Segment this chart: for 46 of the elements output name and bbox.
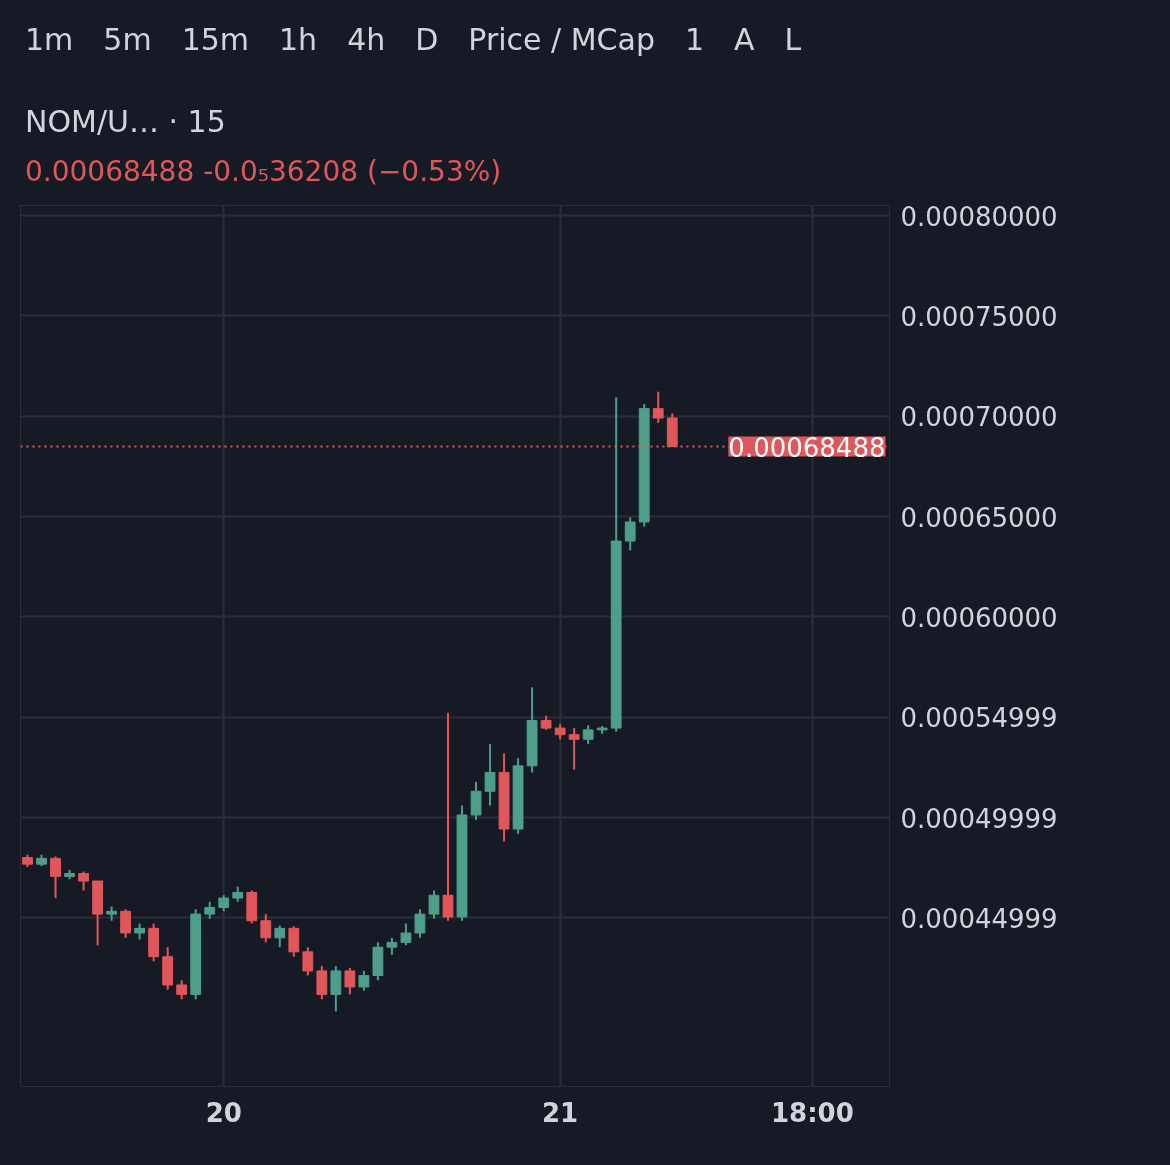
candlestick	[316, 965, 328, 1001]
candlestick	[568, 727, 580, 771]
text: A	[734, 22, 755, 57]
text: 1m	[25, 22, 74, 57]
x-tick-label: 21	[542, 1097, 579, 1128]
candlestick	[260, 913, 272, 944]
y-tick-label: 0.00080000	[900, 201, 1058, 232]
candlestick	[120, 908, 132, 939]
candlestick	[330, 965, 342, 1013]
y-tick-label: 0.00049999	[900, 803, 1058, 834]
y-tick-label: 0.00070000	[900, 402, 1058, 433]
chart-subtitle: 0.00068488 -0.0₅36208 (−0.53%)	[5, 149, 1135, 194]
text: 1h	[279, 22, 318, 57]
candlestick	[428, 889, 440, 920]
candlestick	[288, 925, 300, 958]
candlestick	[582, 724, 594, 745]
candlestick	[470, 780, 482, 821]
candlestick	[274, 924, 286, 949]
candlestick	[414, 908, 426, 939]
y-tick-label: 0.00065000	[900, 502, 1058, 533]
candlestick	[176, 979, 188, 1001]
candlestick	[358, 969, 370, 992]
candlestick	[302, 946, 314, 977]
candlestick	[484, 742, 496, 807]
candlestick	[624, 516, 636, 552]
candlestick	[652, 390, 664, 424]
candlestick	[78, 870, 89, 892]
chart-title: NOM/U… · 15	[5, 95, 1135, 150]
candlestick	[344, 966, 356, 996]
y-tick-label: 0.00044999	[900, 903, 1058, 934]
candlestick	[400, 922, 412, 947]
text: D	[415, 22, 439, 57]
candlestick	[442, 711, 454, 922]
candlestick	[50, 855, 61, 900]
y-tick-label: 0.00060000	[900, 602, 1058, 633]
text: L	[784, 22, 802, 57]
x-tick-label: 20	[205, 1097, 242, 1128]
text: 1	[684, 22, 705, 57]
ref-line-label: 0.00068488	[728, 432, 886, 463]
text: 5m	[103, 22, 152, 57]
x-tick-label: 18:00	[771, 1097, 854, 1128]
y-tick-label: 0.00075000	[900, 301, 1058, 332]
text: 15m	[181, 22, 250, 57]
y-tick-label: 0.00054999	[900, 703, 1058, 734]
text: 4h	[347, 22, 386, 57]
text: Price / MCap	[468, 22, 655, 57]
